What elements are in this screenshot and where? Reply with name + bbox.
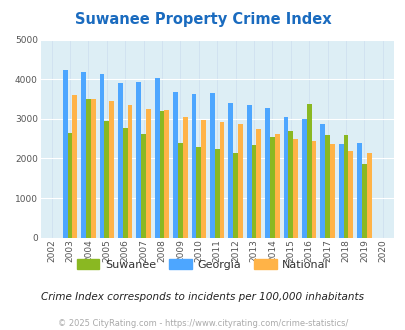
Bar bbox=[68, 133, 72, 238]
Text: © 2025 CityRating.com - https://www.cityrating.com/crime-statistics/: © 2025 CityRating.com - https://www.city… bbox=[58, 319, 347, 328]
Bar bbox=[283, 117, 288, 238]
Bar bbox=[361, 164, 366, 238]
Bar bbox=[209, 93, 214, 238]
Bar bbox=[366, 153, 371, 238]
Bar bbox=[214, 148, 219, 238]
Bar bbox=[256, 129, 260, 238]
Bar bbox=[288, 131, 292, 238]
Bar bbox=[251, 145, 256, 238]
Text: Suwanee Property Crime Index: Suwanee Property Crime Index bbox=[75, 12, 330, 26]
Bar bbox=[154, 78, 159, 238]
Bar bbox=[201, 120, 205, 238]
Bar bbox=[311, 141, 315, 238]
Bar bbox=[72, 95, 77, 238]
Bar bbox=[81, 72, 86, 238]
Bar bbox=[127, 105, 132, 238]
Bar bbox=[301, 119, 306, 238]
Bar bbox=[232, 153, 237, 238]
Bar bbox=[118, 83, 123, 238]
Bar bbox=[320, 124, 324, 238]
Text: Crime Index corresponds to incidents per 100,000 inhabitants: Crime Index corresponds to incidents per… bbox=[41, 292, 364, 302]
Bar bbox=[136, 82, 141, 238]
Bar bbox=[329, 144, 334, 238]
Bar bbox=[338, 144, 343, 238]
Bar bbox=[104, 121, 109, 238]
Legend: Suwanee, Georgia, National: Suwanee, Georgia, National bbox=[72, 255, 333, 274]
Bar bbox=[164, 111, 169, 238]
Bar bbox=[292, 139, 297, 238]
Bar bbox=[274, 134, 279, 238]
Bar bbox=[182, 117, 187, 238]
Bar bbox=[159, 111, 164, 238]
Bar bbox=[86, 99, 91, 238]
Bar bbox=[343, 135, 347, 238]
Bar bbox=[237, 124, 242, 238]
Bar bbox=[141, 134, 146, 238]
Bar bbox=[264, 108, 269, 238]
Bar bbox=[146, 109, 150, 238]
Bar bbox=[63, 70, 68, 238]
Bar bbox=[219, 122, 224, 238]
Bar bbox=[324, 135, 329, 238]
Bar bbox=[191, 94, 196, 238]
Bar bbox=[269, 137, 274, 238]
Bar bbox=[347, 151, 352, 238]
Bar bbox=[123, 127, 127, 238]
Bar bbox=[99, 74, 104, 238]
Bar bbox=[173, 92, 177, 238]
Bar bbox=[109, 101, 114, 238]
Bar bbox=[246, 105, 251, 238]
Bar bbox=[356, 143, 361, 238]
Bar bbox=[306, 104, 311, 238]
Bar bbox=[196, 147, 201, 238]
Bar bbox=[228, 103, 232, 238]
Bar bbox=[177, 143, 182, 238]
Bar bbox=[91, 99, 95, 238]
